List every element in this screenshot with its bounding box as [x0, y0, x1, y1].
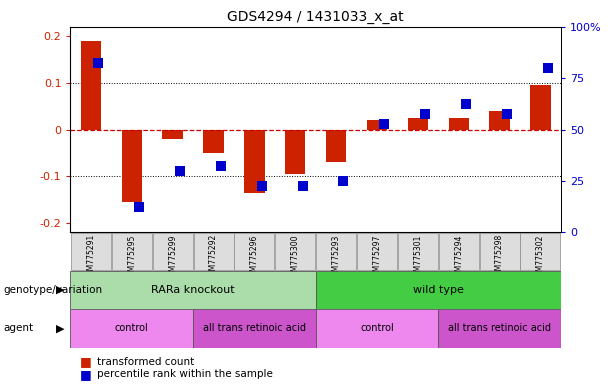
Text: GSM775297: GSM775297	[373, 234, 381, 281]
Bar	[316, 309, 438, 348]
Bar	[275, 233, 315, 270]
Bar	[70, 309, 193, 348]
Bar	[367, 120, 387, 130]
Text: GSM775302: GSM775302	[536, 234, 545, 281]
Bar	[398, 233, 438, 270]
Text: GSM775300: GSM775300	[291, 234, 300, 281]
Bar	[357, 233, 397, 270]
Bar	[112, 233, 152, 270]
Point	[93, 60, 103, 66]
Point	[134, 204, 144, 210]
Text: all trans retinoic acid: all trans retinoic acid	[203, 323, 306, 333]
Text: transformed count: transformed count	[97, 357, 194, 367]
Bar	[121, 130, 142, 202]
Text: RARa knockout: RARa knockout	[151, 285, 235, 295]
Point	[421, 111, 430, 117]
Text: GSM775291: GSM775291	[86, 234, 96, 280]
Text: control: control	[115, 323, 149, 333]
Text: GSM775299: GSM775299	[168, 234, 177, 281]
Text: genotype/variation: genotype/variation	[3, 285, 102, 295]
Bar	[449, 118, 469, 130]
Text: ▶: ▶	[56, 285, 64, 295]
Text: ▶: ▶	[56, 323, 64, 333]
Text: GSM775294: GSM775294	[454, 234, 463, 281]
Bar	[489, 111, 510, 130]
Bar	[530, 85, 550, 130]
Bar	[204, 130, 224, 153]
Bar	[408, 118, 428, 130]
Text: control: control	[360, 323, 394, 333]
Bar	[439, 233, 479, 270]
Point	[298, 183, 308, 189]
Point	[175, 167, 185, 174]
Point	[543, 65, 553, 71]
Bar	[193, 309, 316, 348]
Bar	[438, 309, 561, 348]
Point	[461, 101, 471, 107]
Text: GSM775293: GSM775293	[332, 234, 341, 281]
Point	[379, 121, 389, 127]
Bar	[479, 233, 520, 270]
Bar	[326, 130, 346, 162]
Text: GSM775292: GSM775292	[209, 234, 218, 280]
Point	[502, 111, 512, 117]
Text: percentile rank within the sample: percentile rank within the sample	[97, 369, 273, 379]
Text: all trans retinoic acid: all trans retinoic acid	[448, 323, 551, 333]
Point	[338, 178, 348, 184]
Bar	[194, 233, 234, 270]
Bar	[71, 233, 111, 270]
Point	[216, 162, 226, 169]
Text: GSM775301: GSM775301	[413, 234, 422, 281]
Bar	[316, 271, 561, 309]
Title: GDS4294 / 1431033_x_at: GDS4294 / 1431033_x_at	[227, 10, 404, 25]
Bar	[70, 271, 316, 309]
Text: GSM775296: GSM775296	[250, 234, 259, 281]
Bar	[316, 233, 356, 270]
Text: ■: ■	[80, 368, 91, 381]
Text: GSM775295: GSM775295	[128, 234, 136, 281]
Bar	[162, 130, 183, 139]
Bar	[153, 233, 192, 270]
Text: GSM775298: GSM775298	[495, 234, 504, 280]
Text: wild type: wild type	[413, 285, 463, 295]
Bar	[244, 130, 265, 193]
Bar	[81, 41, 101, 130]
Bar	[234, 233, 275, 270]
Bar	[285, 130, 305, 174]
Bar	[520, 233, 560, 270]
Point	[257, 183, 267, 189]
Text: agent: agent	[3, 323, 33, 333]
Text: ■: ■	[80, 355, 91, 368]
